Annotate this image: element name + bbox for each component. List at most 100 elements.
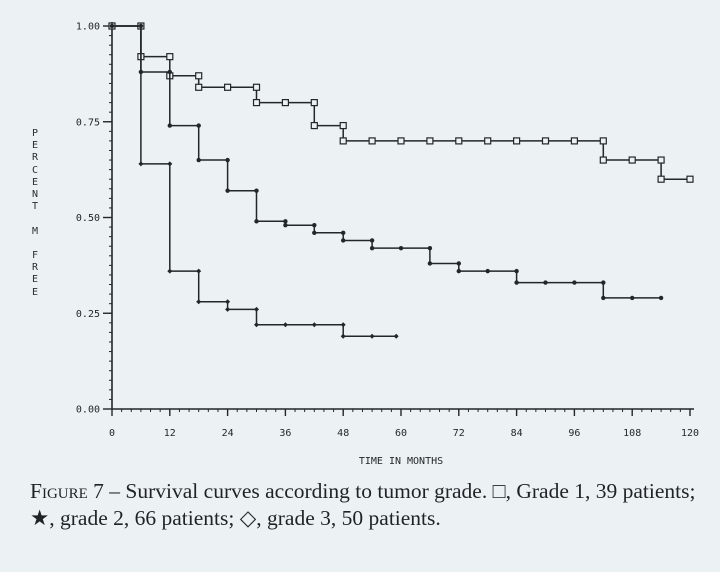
grade-1-marker — [310, 121, 318, 130]
y-axis-title-letter: N — [31, 189, 39, 201]
grade-1-marker — [310, 98, 318, 107]
grade-1-marker — [657, 156, 665, 164]
grade-2-marker — [658, 295, 664, 301]
y-axis-title-letter: E — [31, 274, 39, 286]
grade-2-marker — [398, 245, 404, 251]
grade-2-marker — [196, 123, 201, 128]
y-axis-title-letter: R — [31, 152, 39, 164]
grade-2-marker — [341, 238, 346, 243]
y-axis-title-letter: F — [31, 250, 39, 262]
grade-2-marker — [601, 295, 606, 301]
grade-1-marker — [281, 98, 289, 107]
grade-1-marker — [252, 98, 261, 107]
grade-1-marker — [686, 175, 694, 183]
grade-1-marker — [426, 137, 434, 145]
grade-2-marker — [225, 188, 230, 193]
figure-label: Figure 7 — [30, 479, 104, 503]
grade-2-marker — [543, 280, 548, 285]
grade-2-marker — [312, 230, 317, 236]
x-tick-label: 96 — [568, 428, 580, 439]
survival-chart: 0.00 0.25 0.50 0.75 1.00 0 12 24 36 48 60 72 84 96 108… — [76, 22, 699, 468]
grade-2-marker — [167, 69, 172, 75]
grade-1-marker — [541, 137, 550, 145]
y-axis-title-letter: M — [31, 225, 39, 237]
grade-2-marker — [427, 261, 433, 266]
grade-1-marker — [512, 137, 521, 145]
grade-1-marker — [455, 137, 463, 145]
grade-2-marker — [427, 245, 433, 251]
grade-3-marker — [340, 322, 346, 328]
grade-1-marker — [252, 83, 261, 91]
y-axis-title-letter: C — [31, 164, 39, 176]
grade-2-marker — [196, 157, 201, 163]
grade-3-marker — [196, 268, 202, 274]
y-tick-label: 0.75 — [76, 117, 100, 128]
grade-3-marker — [138, 161, 144, 167]
grade-1-marker — [484, 137, 492, 145]
y-axis-title-letter — [28, 213, 42, 225]
grade-3-marker — [225, 299, 231, 305]
grade-3-marker — [196, 299, 202, 305]
y-axis-title-letter: E — [31, 286, 39, 298]
grade-3-marker — [138, 23, 144, 29]
y-axis-title-letter: T — [31, 201, 39, 213]
grade-1-marker — [195, 83, 203, 91]
grade-1-marker — [570, 137, 579, 145]
grade-3-marker — [282, 322, 288, 328]
y-tick-label: 1.00 — [76, 22, 100, 33]
grade-2-marker — [630, 295, 635, 301]
grade-1-marker — [339, 121, 347, 130]
grade-2-marker — [254, 219, 259, 224]
grade-3-marker — [167, 161, 173, 167]
x-tick-label: 108 — [623, 428, 641, 439]
figure-caption: Figure 7 – Survival curves according to … — [30, 478, 702, 532]
grade-2-marker — [283, 222, 288, 228]
grade-3-marker — [369, 333, 375, 339]
grade-3-marker — [109, 23, 115, 29]
x-tick-label: 48 — [337, 428, 349, 439]
grade-1-marker — [599, 137, 607, 145]
grade-2-marker — [369, 238, 375, 243]
x-tick-label: 0 — [109, 428, 115, 439]
x-tick-label: 84 — [511, 428, 523, 439]
grade-1-marker — [224, 83, 232, 91]
grade-1-marker — [599, 156, 607, 164]
x-tick-label: 12 — [164, 428, 176, 439]
grade-2-marker — [312, 222, 317, 228]
grade-2-marker — [514, 268, 519, 274]
y-axis-title-letter: E — [31, 176, 39, 188]
grade-3-marker — [167, 268, 173, 274]
grade-2-marker — [254, 188, 259, 193]
x-tick-label: 36 — [279, 428, 291, 439]
grade-1-marker — [397, 137, 405, 145]
x-tick-label: 24 — [222, 428, 234, 439]
y-axis-title-letter: R — [31, 262, 39, 274]
grade-2-marker — [341, 230, 346, 236]
x-tick-label: 120 — [681, 428, 699, 439]
grade-1-marker — [368, 137, 376, 145]
grade-2-marker — [225, 157, 230, 163]
y-tick-label: 0.00 — [76, 405, 100, 416]
grade-2-marker — [456, 261, 461, 266]
x-tick-label: 60 — [395, 428, 407, 439]
grade-3-marker — [254, 322, 259, 328]
grade-2-marker — [369, 245, 375, 251]
y-tick-label: 0.25 — [76, 309, 100, 320]
y-axis-title-letter: P — [31, 128, 39, 139]
grade-1-marker — [339, 137, 347, 145]
grade-2-marker — [167, 123, 172, 128]
grade-3-marker — [254, 306, 259, 312]
x-tick-label: 72 — [453, 428, 465, 439]
grade-2-marker — [601, 280, 606, 285]
grade-3-marker — [311, 322, 317, 328]
grade-1-marker — [166, 53, 174, 61]
x-axis-title: TIME IN MONTHS — [359, 456, 443, 467]
grade-1-marker — [657, 175, 665, 183]
grade-1-marker — [628, 156, 636, 164]
grade-2-marker — [572, 280, 577, 285]
grade-2-marker — [485, 268, 490, 274]
grade-3-marker — [340, 333, 346, 339]
y-axis-title-letter: E — [31, 140, 39, 152]
